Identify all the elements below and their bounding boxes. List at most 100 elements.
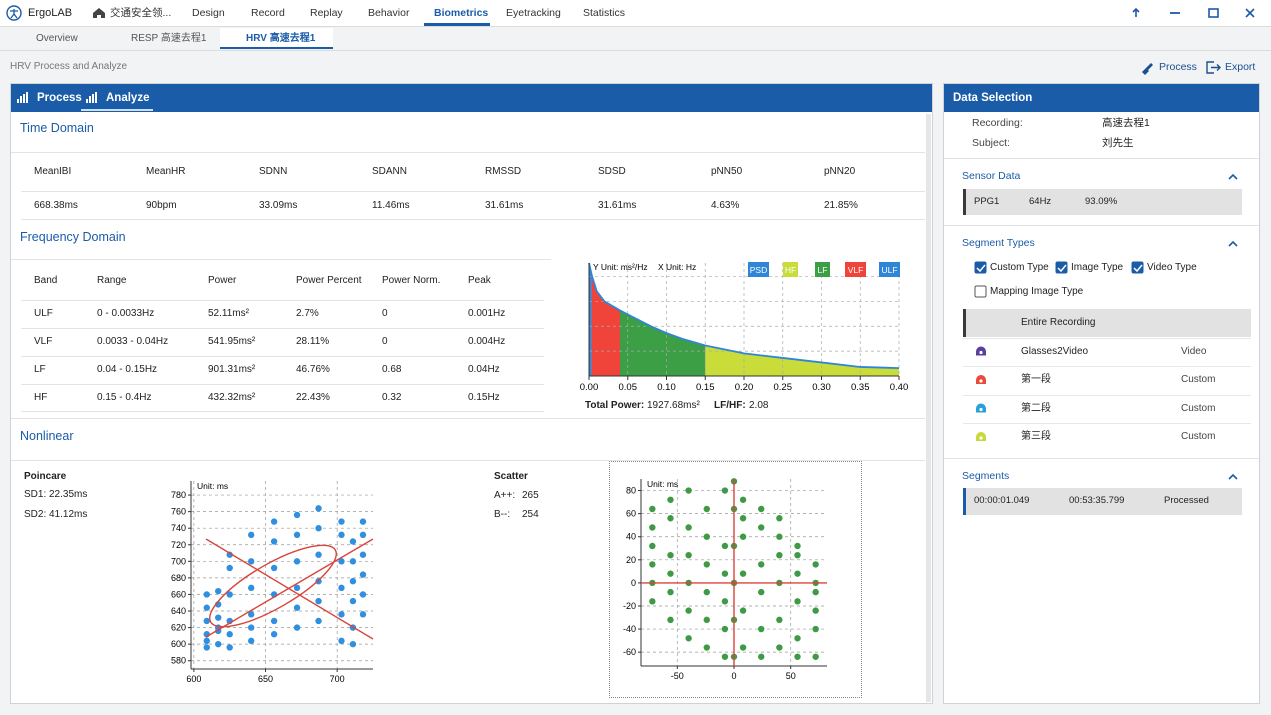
table-cell: 0.001Hz [468,308,506,319]
nav-tab[interactable]: 交通安全领... [110,7,172,19]
scatter-point [703,533,710,540]
nav-tab[interactable]: Record [251,7,285,19]
scatter-point [293,531,301,539]
table-cell: 668.38ms [34,200,78,211]
segment-name[interactable]: 第一段 [1021,374,1051,385]
section-title: Segments [962,470,1010,482]
table-header: SDSD [598,166,626,177]
doc-tab[interactable]: Overview [36,33,78,44]
scatter-point [776,616,783,624]
segment-name[interactable]: 第三段 [1021,431,1051,442]
scatter-point [703,644,710,651]
bar-chart-icon [17,92,28,103]
scatter-point [270,631,278,638]
scatter-point [794,653,801,660]
scatter-point [203,617,210,625]
doc-tab-bar [0,27,1271,51]
doc-tab[interactable]: HRV 高速去程1 [246,33,316,44]
y-tick-label: 700 [171,556,186,566]
legend-swatch [815,262,830,277]
doc-tab[interactable]: RESP 高速去程1 [131,33,207,44]
scatter-point [721,542,729,550]
stat-value: 22.35ms [49,489,88,500]
y-tick-label: 80 [626,486,636,496]
scatter-point [721,487,729,494]
segment-type: Custom [1181,402,1216,414]
divider [11,259,551,260]
stat-value: 265 [522,490,539,501]
section-title: Segment Types [962,237,1035,249]
action-button[interactable]: Process [1159,61,1197,73]
info-label: Subject: [972,137,1010,149]
segment-icon [979,379,983,383]
row-line [963,423,1251,424]
checkbox-label[interactable]: Custom Type [990,262,1049,273]
scatter-point [739,570,747,577]
segment-name[interactable]: Glasses2Video [1021,345,1089,357]
scatter-point [685,607,692,614]
app-logo [6,5,22,21]
action-button[interactable]: Export [1225,61,1256,73]
scatter-point [812,561,819,568]
checkbox-label[interactable]: Mapping Image Type [990,286,1084,297]
scatter-point [739,607,747,614]
scatter-point [812,607,819,614]
scatter-point [338,531,345,539]
y-tick-label: 60 [626,509,636,519]
table-cell: 0 [382,336,388,347]
checkbox-label[interactable]: Image Type [1071,262,1124,273]
band-area [620,310,706,376]
scatter-point [247,531,255,539]
legend-swatch [748,262,769,277]
table-header: Band [34,275,58,286]
panel-tab[interactable]: Process [37,92,82,104]
table-cell: 901.31ms² [208,364,256,375]
divider [11,460,925,461]
scatter-point [293,511,301,519]
scatter-point [203,591,210,598]
segment-name[interactable]: 第二段 [1021,402,1051,414]
checkbox-check [1133,264,1143,273]
scatter-point [649,561,656,568]
segment-cell: Processed [1164,495,1209,506]
legend-label: LF [818,265,828,275]
scatter-point [359,591,367,598]
nav-tab[interactable]: Eyetracking [506,7,561,19]
segment-name[interactable]: Entire Recording [1021,317,1096,328]
scrollbar [926,114,931,702]
scatter-point [758,625,765,633]
nav-tab[interactable]: Replay [310,7,343,19]
table-cell: 0 - 0.0033Hz [97,308,155,319]
scatter-point [203,604,210,611]
sensor-cell: 64Hz [1029,196,1052,207]
table-cell: 11.46ms [372,200,410,211]
stat-value: 41.12ms [49,509,88,520]
panel-tab[interactable]: Analyze [106,92,150,104]
table-header: Range [97,275,127,286]
nav-tab[interactable]: Statistics [583,7,626,19]
sensor-row [963,189,1242,215]
scatter-point [758,588,765,596]
table-cell: VLF [34,336,53,347]
window-maximize [1208,8,1219,18]
scatter-point [667,496,674,503]
row-line [963,337,1251,339]
sensor-cell: PPG1 [974,196,1000,207]
scatter-point [758,561,765,568]
nav-tab[interactable]: Design [192,7,225,19]
scatter-point [667,570,674,577]
checkbox [1131,261,1144,274]
checkbox-label[interactable]: Video Type [1147,262,1197,273]
table-row-line [21,384,544,385]
y-tick-label: 0 [631,578,636,588]
panel-tab-active-indicator [81,109,153,111]
nav-tab[interactable]: Biometrics [434,7,489,19]
table-header: SDANN [372,166,408,177]
panel-tab-icons [17,92,97,103]
divider [21,191,925,192]
scatter-point [649,598,656,605]
nav-tab[interactable]: Behavior [368,7,410,19]
scatter-point [667,515,674,522]
table-row-line [21,411,544,412]
